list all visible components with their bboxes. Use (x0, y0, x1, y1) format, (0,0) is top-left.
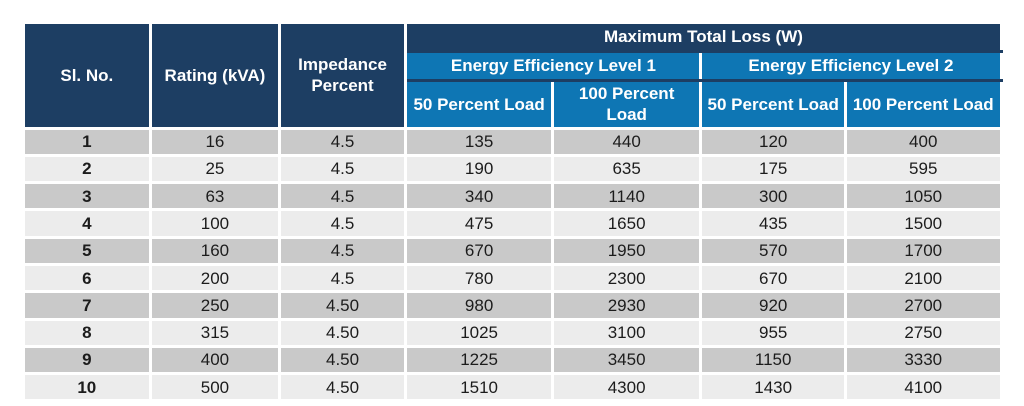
cell-l1-100: 1950 (550, 235, 703, 267)
table-header: Sl. No. Rating (kVA) Impedance Percent M… (21, 21, 1003, 130)
cell-l2-50: 175 (699, 153, 847, 185)
header-efficiency-level-2: Energy Efficiency Level 2 (699, 50, 1003, 82)
table-row: 7 250 4.50 980 2930 920 2700 (21, 290, 1003, 321)
cell-impedance: 4.50 (277, 317, 408, 348)
header-impedance-percent: Impedance Percent (277, 21, 408, 130)
cell-sl-no: 10 (21, 372, 153, 403)
cell-l2-100: 3330 (843, 344, 1003, 376)
cell-rating: 25 (149, 153, 281, 185)
cell-l2-50: 1430 (699, 372, 847, 403)
cell-l2-50: 1150 (699, 344, 847, 376)
header-level2-50-percent-load: 50 Percent Load (699, 79, 847, 130)
cell-impedance: 4.5 (277, 181, 408, 212)
header-row-3: 50 Percent Load 100 Percent Load 50 Perc… (23, 79, 1003, 130)
cell-rating: 400 (149, 344, 281, 376)
cell-l2-100: 1050 (843, 181, 1003, 212)
cell-rating: 200 (149, 262, 281, 294)
header-level1-100-percent-load: 100 Percent Load (550, 79, 703, 130)
header-level2-100-percent-load: 100 Percent Load (843, 79, 1003, 130)
header-efficiency-level-1: Energy Efficiency Level 1 (404, 50, 703, 82)
cell-sl-no: 1 (21, 126, 153, 157)
cell-l1-50: 475 (404, 208, 554, 239)
cell-l2-100: 1500 (843, 208, 1003, 239)
cell-l2-100: 1700 (843, 235, 1003, 267)
cell-sl-no: 8 (21, 317, 153, 348)
cell-rating: 16 (149, 126, 281, 157)
cell-l2-50: 955 (699, 317, 847, 348)
cell-impedance: 4.5 (277, 262, 408, 294)
cell-impedance: 4.5 (277, 153, 408, 185)
header-row-1: Sl. No. Rating (kVA) Impedance Percent M… (21, 21, 1003, 130)
cell-sl-no: 3 (21, 181, 153, 212)
cell-l1-50: 1510 (404, 372, 554, 403)
cell-l2-100: 400 (843, 126, 1003, 157)
header-rating-kva: Rating (kVA) (149, 21, 281, 130)
cell-rating: 315 (149, 317, 281, 348)
cell-rating: 63 (149, 181, 281, 212)
cell-l2-100: 2100 (843, 262, 1003, 294)
cell-l1-100: 440 (550, 126, 703, 157)
cell-l1-50: 980 (404, 290, 554, 321)
table-row: 9 400 4.50 1225 3450 1150 3330 (21, 344, 1003, 376)
cell-sl-no: 7 (21, 290, 153, 321)
cell-l2-50: 920 (699, 290, 847, 321)
cell-l1-100: 1140 (550, 181, 703, 212)
cell-impedance: 4.5 (277, 235, 408, 267)
cell-l1-50: 1225 (404, 344, 554, 376)
cell-l1-50: 780 (404, 262, 554, 294)
table-row: 8 315 4.50 1025 3100 955 2750 (21, 317, 1003, 348)
cell-impedance: 4.5 (277, 208, 408, 239)
cell-l1-50: 340 (404, 181, 554, 212)
cell-l2-100: 4100 (843, 372, 1003, 403)
cell-rating: 160 (149, 235, 281, 267)
cell-sl-no: 2 (21, 153, 153, 185)
table-body: 1 16 4.5 135 440 120 400 2 25 4.5 190 63… (21, 126, 1003, 403)
cell-sl-no: 5 (21, 235, 153, 267)
table-row: 1 16 4.5 135 440 120 400 (21, 126, 1003, 157)
cell-l1-100: 1650 (550, 208, 703, 239)
cell-rating: 250 (149, 290, 281, 321)
cell-l1-50: 190 (404, 153, 554, 185)
table-row: 10 500 4.50 1510 4300 1430 4100 (21, 372, 1003, 403)
cell-sl-no: 6 (21, 262, 153, 294)
table-row: 2 25 4.5 190 635 175 595 (21, 153, 1003, 185)
cell-impedance: 4.50 (277, 372, 408, 403)
table-row: 3 63 4.5 340 1140 300 1050 (21, 181, 1003, 212)
cell-l1-50: 670 (404, 235, 554, 267)
cell-l1-100: 635 (550, 153, 703, 185)
header-level1-50-percent-load: 50 Percent Load (404, 79, 554, 130)
cell-l1-100: 2930 (550, 290, 703, 321)
header-maximum-total-loss: Maximum Total Loss (W) (404, 21, 1003, 53)
cell-l2-50: 570 (699, 235, 847, 267)
cell-rating: 500 (149, 372, 281, 403)
cell-l1-100: 3450 (550, 344, 703, 376)
cell-l2-50: 435 (699, 208, 847, 239)
cell-l1-100: 2300 (550, 262, 703, 294)
header-row-2: Energy Efficiency Level 1 Energy Efficie… (23, 50, 1003, 82)
cell-sl-no: 9 (21, 344, 153, 376)
cell-impedance: 4.50 (277, 290, 408, 321)
cell-impedance: 4.50 (277, 344, 408, 376)
cell-l2-100: 2750 (843, 317, 1003, 348)
cell-l2-50: 120 (699, 126, 847, 157)
cell-l1-50: 135 (404, 126, 554, 157)
cell-impedance: 4.5 (277, 126, 408, 157)
cell-sl-no: 4 (21, 208, 153, 239)
table-row: 4 100 4.5 475 1650 435 1500 (21, 208, 1003, 239)
table-row: 6 200 4.5 780 2300 670 2100 (21, 262, 1003, 294)
transformer-loss-table: Sl. No. Rating (kVA) Impedance Percent M… (21, 21, 1003, 403)
cell-l1-100: 4300 (550, 372, 703, 403)
cell-l2-100: 2700 (843, 290, 1003, 321)
cell-l1-50: 1025 (404, 317, 554, 348)
cell-rating: 100 (149, 208, 281, 239)
cell-l1-100: 3100 (550, 317, 703, 348)
table-row: 5 160 4.5 670 1950 570 1700 (21, 235, 1003, 267)
cell-l2-50: 300 (699, 181, 847, 212)
cell-l2-50: 670 (699, 262, 847, 294)
cell-l2-100: 595 (843, 153, 1003, 185)
header-sl-no: Sl. No. (21, 21, 153, 130)
